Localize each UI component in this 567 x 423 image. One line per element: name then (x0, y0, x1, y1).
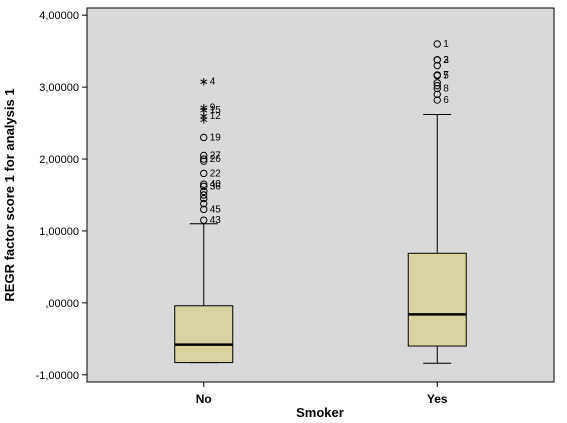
outlier-point (200, 180, 208, 188)
x-axis-title: Smoker (296, 405, 344, 420)
outlier-label: 5 (443, 71, 449, 82)
box-yes: 1 23 75 86 (407, 39, 467, 364)
y-tick-label: 3,00000 (39, 82, 79, 94)
iqr-box (407, 252, 467, 347)
outlier-point (433, 79, 441, 87)
outlier-point (433, 90, 441, 99)
plot-area (86, 7, 555, 383)
outlier-point (433, 61, 441, 70)
outlier-label: 8 (443, 84, 449, 95)
outlier-extreme: ∗ (199, 100, 209, 114)
outlier-label: 1 (443, 39, 449, 50)
outlier-point (200, 182, 208, 191)
outlier-point (200, 155, 208, 163)
outlier-point (433, 56, 441, 64)
y-tick-label: ,00000 (45, 298, 79, 310)
iqr-box (174, 305, 234, 364)
y-tick-label: 1,00000 (39, 226, 79, 238)
outlier-point (433, 40, 441, 48)
outlier-label: 3 (443, 55, 449, 66)
outlier-label: 6 (443, 95, 449, 106)
outlier-label: 7 (443, 70, 449, 81)
outlier-point (433, 71, 441, 80)
outlier-label: 43 (210, 215, 222, 226)
outlier-label: 22 (210, 168, 222, 179)
outlier-point (200, 194, 208, 203)
outlier-point (433, 84, 441, 93)
outlier-label: 27 (210, 150, 222, 161)
y-tick-label: 4,00000 (39, 10, 79, 22)
y-tick-label: -1,00000 (36, 370, 79, 382)
outlier-label: 45 (210, 204, 222, 215)
outlier-label: 12 (210, 111, 222, 122)
outlier-label: 15 (210, 105, 222, 116)
outlier-label: 9 (210, 102, 216, 113)
outlier-extreme: ∗ (199, 112, 209, 126)
outlier-label: 4 (210, 76, 216, 87)
x-category-label: Yes (427, 392, 448, 406)
outlier-point (200, 199, 208, 208)
outlier-extreme: ∗ (199, 103, 209, 117)
outlier-extreme: ∗ (199, 109, 209, 123)
outlier-point (200, 191, 208, 199)
outlier-label: 26 (210, 154, 222, 165)
outlier-label: 40 (210, 179, 222, 190)
outlier-point (200, 157, 208, 165)
y-axis-title: REGR factor score 1 for analysis 1 (2, 88, 17, 301)
outlier-label: 36 (210, 181, 222, 192)
outlier-label: 19 (210, 132, 222, 143)
outlier-point (200, 151, 208, 160)
outlier-point (200, 169, 208, 178)
outlier-point (200, 133, 208, 142)
outlier-point (433, 96, 441, 104)
outlier-point (433, 81, 441, 90)
outlier-point (200, 216, 208, 224)
outlier-point (200, 187, 208, 196)
x-category-label: No (196, 392, 212, 406)
outlier-point (200, 205, 208, 214)
y-axis: -1,00000 ,00000 1,00000 2,00000 3,00000 4,000… (36, 10, 87, 382)
outlier-label: 2 (443, 55, 449, 66)
x-axis: No Yes (196, 382, 448, 406)
outlier-extreme: ∗ (199, 74, 209, 88)
y-tick-label: 2,00000 (39, 154, 79, 166)
